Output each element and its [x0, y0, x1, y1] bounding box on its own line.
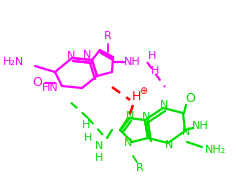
Text: H: H	[151, 66, 159, 76]
Text: H: H	[95, 153, 103, 163]
Text: N: N	[165, 140, 173, 150]
Text: NH: NH	[124, 57, 140, 67]
Text: H: H	[131, 91, 141, 104]
Text: ⊕: ⊕	[139, 86, 147, 96]
Text: H₂N: H₂N	[3, 57, 25, 67]
Text: N: N	[126, 111, 134, 121]
Text: O: O	[185, 91, 195, 105]
Text: R: R	[136, 163, 144, 173]
Text: N: N	[182, 127, 190, 137]
Text: N: N	[95, 141, 103, 151]
Text: HN: HN	[42, 83, 58, 93]
Text: NH: NH	[192, 121, 208, 131]
Text: N: N	[160, 100, 168, 110]
Text: R: R	[104, 31, 112, 41]
Text: N: N	[142, 112, 150, 122]
Text: N: N	[67, 51, 75, 61]
Text: NH₂: NH₂	[204, 145, 226, 155]
Text: H: H	[82, 120, 90, 130]
Text: N: N	[124, 138, 132, 148]
Text: O: O	[32, 77, 42, 90]
Text: N: N	[83, 50, 91, 60]
Text: H: H	[84, 133, 92, 143]
Text: H: H	[148, 51, 156, 61]
